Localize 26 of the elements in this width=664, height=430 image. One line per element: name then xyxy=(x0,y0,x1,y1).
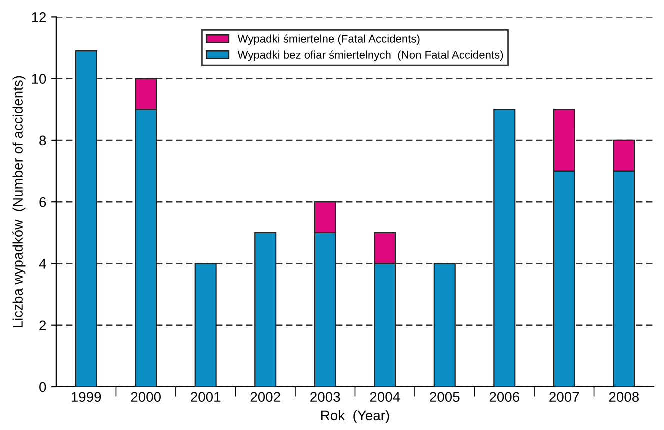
y-tick-label: 0 xyxy=(40,382,46,392)
legend-label: Wypadki bez ofiar śmiertelnych (Non Fatal Accidents) xyxy=(238,50,504,62)
legend-label: Wypadki śmiertelne (Fatal Accidents) xyxy=(238,34,420,46)
y-tick-label: 10 xyxy=(32,74,46,84)
x-tick-label: 2000 xyxy=(131,392,161,402)
y-axis-title: Liczba wypadków (Number of accidents) xyxy=(12,76,26,328)
x-tick-label: 2005 xyxy=(430,392,460,402)
x-tick-label: 2007 xyxy=(550,392,580,402)
bar xyxy=(434,263,456,387)
x-tick-label: 2003 xyxy=(310,392,340,402)
bar xyxy=(494,109,516,387)
y-tick-label: 8 xyxy=(40,136,46,146)
x-tick-label: 2001 xyxy=(191,392,221,402)
x-tick-label: 2002 xyxy=(250,392,280,402)
bar xyxy=(75,50,98,387)
y-tick-label: 12 xyxy=(32,12,46,22)
bar xyxy=(194,263,217,387)
x-tick-label: 2004 xyxy=(370,392,400,402)
bar xyxy=(254,232,277,387)
y-tick-label: 2 xyxy=(40,320,46,330)
x-tick-label: 1999 xyxy=(72,392,102,402)
x-tick-label: 2008 xyxy=(609,392,640,402)
x-tick-label: 2006 xyxy=(490,392,520,402)
y-tick-label: 4 xyxy=(39,259,46,269)
x-axis-title: Rok (Year) xyxy=(322,410,390,424)
y-tick-label: 6 xyxy=(40,197,46,208)
